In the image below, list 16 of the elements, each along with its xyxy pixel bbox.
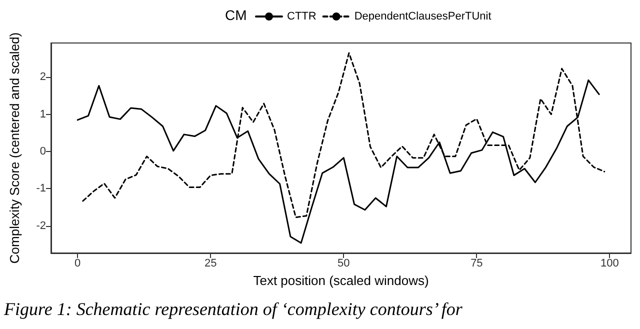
y-tick-label: 2 bbox=[40, 71, 46, 84]
x-axis-title: Text position (scaled windows) bbox=[253, 272, 429, 288]
x-tick-label: 75 bbox=[470, 258, 483, 270]
x-tick-label: 100 bbox=[600, 258, 619, 270]
caption: Figure 1: Schematic representation of ‘complexity contours’ for bbox=[3, 299, 464, 319]
x-tick-label: 50 bbox=[338, 258, 350, 270]
legend-label: DependentClausesPerTUnit bbox=[354, 10, 492, 22]
y-tick-label: -1 bbox=[36, 182, 46, 195]
y-tick-label: 1 bbox=[40, 108, 46, 120]
legend-title: CM bbox=[225, 7, 247, 23]
y-tick-label: -2 bbox=[36, 220, 46, 232]
legend-label: CTTR bbox=[287, 10, 316, 22]
x-tick-label: 25 bbox=[204, 258, 217, 270]
y-tick-label: 0 bbox=[40, 146, 46, 158]
y-axis-title: Complexity Score (centered and scaled) bbox=[7, 32, 22, 264]
x-tick-label: 0 bbox=[74, 258, 81, 270]
